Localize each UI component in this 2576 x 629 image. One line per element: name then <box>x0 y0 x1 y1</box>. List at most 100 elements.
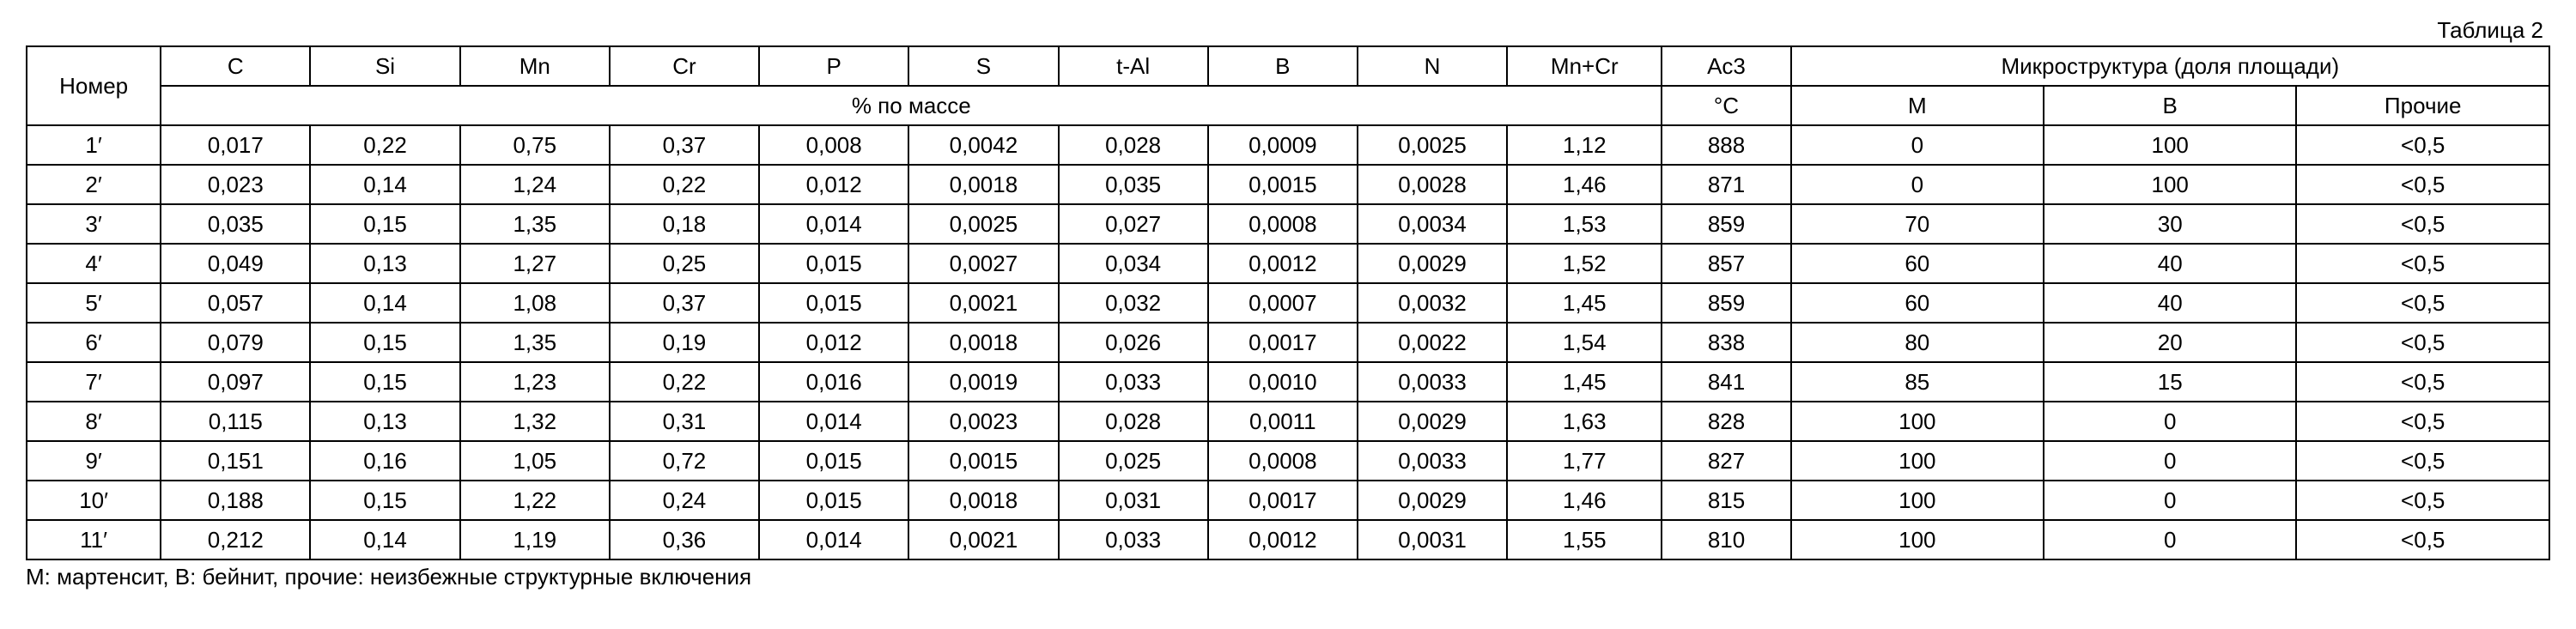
cell: 827 <box>1662 441 1790 481</box>
cell: 85 <box>1791 362 2044 402</box>
cell: 0,012 <box>759 165 908 204</box>
table-caption: Таблица 2 <box>26 17 2543 44</box>
table-row: 9′0,1510,161,050,720,0150,00150,0250,000… <box>27 441 2549 481</box>
cell: 1,52 <box>1507 244 1662 283</box>
cell: 0,16 <box>310 441 459 481</box>
header-row-1: Номер C Si Mn Cr P S t-Al B N Mn+Cr Ac3 … <box>27 46 2549 86</box>
cell: 60 <box>1791 283 2044 323</box>
cell: 0,097 <box>161 362 310 402</box>
cell: 0,37 <box>610 283 759 323</box>
cell: 0,0027 <box>908 244 1058 283</box>
cell: 0,0018 <box>908 481 1058 520</box>
cell: 0,0025 <box>1358 125 1507 165</box>
cell: 0,15 <box>310 362 459 402</box>
cell: 0,14 <box>310 165 459 204</box>
cell: 0,031 <box>1059 481 1208 520</box>
cell: 0,15 <box>310 323 459 362</box>
cell: 100 <box>1791 402 2044 441</box>
cell: 80 <box>1791 323 2044 362</box>
cell: 0,014 <box>759 204 908 244</box>
table-row: 11′0,2120,141,190,360,0140,00210,0330,00… <box>27 520 2549 559</box>
cell: 0,31 <box>610 402 759 441</box>
table-row: 1′0,0170,220,750,370,0080,00420,0280,000… <box>27 125 2549 165</box>
cell: 841 <box>1662 362 1790 402</box>
cell: 1,45 <box>1507 283 1662 323</box>
cell: <0,5 <box>2296 165 2549 204</box>
cell: 815 <box>1662 481 1790 520</box>
cell: 20 <box>2044 323 2296 362</box>
cell: 1,05 <box>460 441 610 481</box>
row-number: 2′ <box>27 165 161 204</box>
cell: 0,014 <box>759 520 908 559</box>
cell: 0 <box>2044 481 2296 520</box>
cell: 0,0023 <box>908 402 1058 441</box>
row-number: 7′ <box>27 362 161 402</box>
cell: 0,22 <box>610 165 759 204</box>
cell: 0,035 <box>161 204 310 244</box>
cell: 0,0008 <box>1208 441 1358 481</box>
cell: 0,0022 <box>1358 323 1507 362</box>
micro-m: М <box>1791 86 2044 125</box>
cell: 0,023 <box>161 165 310 204</box>
cell: 100 <box>1791 441 2044 481</box>
header-row-2: % по массе °C М В Прочие <box>27 86 2549 125</box>
cell: 0,22 <box>310 125 459 165</box>
cell: 0,37 <box>610 125 759 165</box>
cell: 0,0033 <box>1358 441 1507 481</box>
cell: 1,35 <box>460 204 610 244</box>
cell: 40 <box>2044 283 2296 323</box>
cell: 0,035 <box>1059 165 1208 204</box>
cell: 0,0021 <box>908 520 1058 559</box>
cell: 1,19 <box>460 520 610 559</box>
cell: 0,015 <box>759 481 908 520</box>
col-mn: Mn <box>460 46 610 86</box>
row-number: 8′ <box>27 402 161 441</box>
cell: 0 <box>2044 441 2296 481</box>
cell: 1,35 <box>460 323 610 362</box>
cell: 0,188 <box>161 481 310 520</box>
cell: 30 <box>2044 204 2296 244</box>
cell: 0,0019 <box>908 362 1058 402</box>
cell: 0,0011 <box>1208 402 1358 441</box>
cell: 0,025 <box>1059 441 1208 481</box>
cell: 0,0028 <box>1358 165 1507 204</box>
cell: 1,46 <box>1507 165 1662 204</box>
cell: 0,72 <box>610 441 759 481</box>
cell: 0,14 <box>310 283 459 323</box>
cell: 0,015 <box>759 283 908 323</box>
cell: 0,034 <box>1059 244 1208 283</box>
cell: 0,0034 <box>1358 204 1507 244</box>
cell: 15 <box>2044 362 2296 402</box>
cell: 0,22 <box>610 362 759 402</box>
cell: 70 <box>1791 204 2044 244</box>
cell: 0,057 <box>161 283 310 323</box>
cell: 1,32 <box>460 402 610 441</box>
col-si: Si <box>310 46 459 86</box>
cell: 100 <box>2044 125 2296 165</box>
cell: 0,0018 <box>908 165 1058 204</box>
cell: 60 <box>1791 244 2044 283</box>
cell: 0,0015 <box>908 441 1058 481</box>
data-table: Номер C Si Mn Cr P S t-Al B N Mn+Cr Ac3 … <box>26 45 2550 560</box>
cell: 1,45 <box>1507 362 1662 402</box>
row-number: 11′ <box>27 520 161 559</box>
col-p: P <box>759 46 908 86</box>
cell: 100 <box>2044 165 2296 204</box>
cell: 810 <box>1662 520 1790 559</box>
cell: 0,0008 <box>1208 204 1358 244</box>
cell: 0,0007 <box>1208 283 1358 323</box>
cell: 828 <box>1662 402 1790 441</box>
cell: 0,015 <box>759 441 908 481</box>
cell: 0 <box>1791 125 2044 165</box>
cell: 0,0033 <box>1358 362 1507 402</box>
cell: 0,25 <box>610 244 759 283</box>
cell: 871 <box>1662 165 1790 204</box>
cell: 0,026 <box>1059 323 1208 362</box>
cell: 0,033 <box>1059 362 1208 402</box>
cell: 0,0012 <box>1208 244 1358 283</box>
cell: 0,028 <box>1059 402 1208 441</box>
cell: 0,14 <box>310 520 459 559</box>
cell: 1,77 <box>1507 441 1662 481</box>
cell: <0,5 <box>2296 441 2549 481</box>
table-row: 7′0,0970,151,230,220,0160,00190,0330,001… <box>27 362 2549 402</box>
